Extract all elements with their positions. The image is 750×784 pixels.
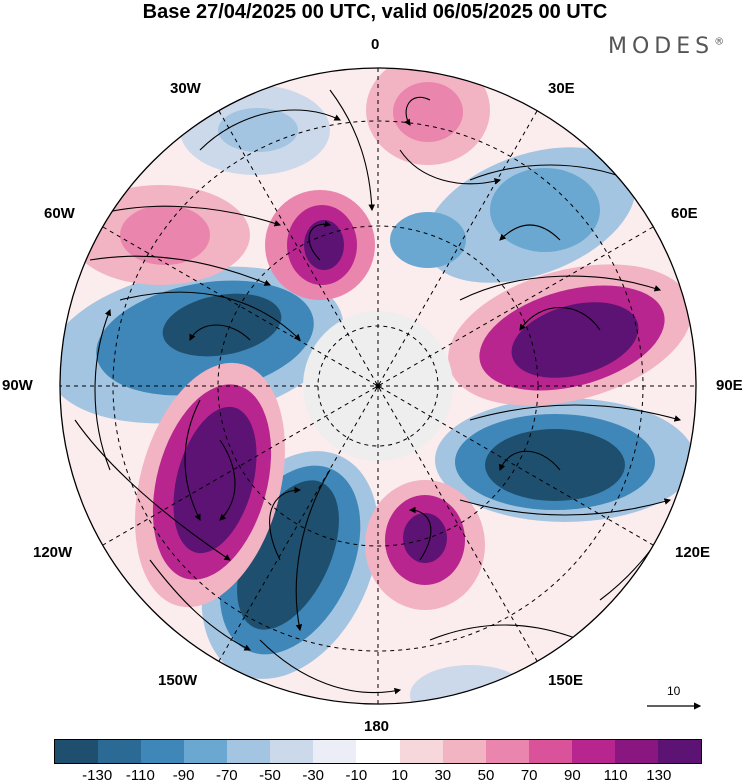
lon-label-150e: 150E <box>548 672 584 689</box>
lon-label-90w: 90W <box>2 377 33 394</box>
colorbar-swatch <box>55 740 99 763</box>
colorbar-swatch <box>399 740 443 763</box>
lon-label-60w: 60W <box>44 205 75 222</box>
colorbar-swatch <box>313 740 357 763</box>
colorbar-swatch <box>98 740 142 763</box>
colorbar-tick-label: -30 <box>302 767 325 784</box>
colorbar-swatch <box>528 740 572 763</box>
colorbar-tick-label: -90 <box>172 767 195 784</box>
colorbar-swatch <box>485 740 529 763</box>
colorbar-swatch <box>227 740 271 763</box>
colorbar-swatch <box>141 740 185 763</box>
colorbar-swatch <box>571 740 615 763</box>
lon-label-0: 0 <box>371 36 380 53</box>
colorbar-tick-label: 90 <box>564 767 581 784</box>
lon-label-60e: 60E <box>671 205 698 222</box>
brand-text: MODES <box>608 34 715 59</box>
lon-label-120w: 120W <box>33 544 73 561</box>
colorbar-swatch <box>614 740 658 763</box>
colorbar-tick-label: 10 <box>391 767 408 784</box>
colorbar-tick-label: 110 <box>603 767 628 784</box>
vector-scale-label: 10 <box>667 684 681 698</box>
lon-label-180: 180 <box>364 718 390 735</box>
map-title: Base 27/04/2025 00 UTC, valid 06/05/2025… <box>142 1 608 23</box>
map-border <box>59 67 697 705</box>
lon-label-150w: 150W <box>158 672 198 689</box>
negative-anomalies <box>60 85 695 704</box>
brand-logo: MODES® <box>608 34 724 59</box>
colorbar-tick-label: 130 <box>646 767 672 784</box>
streamlines <box>74 89 692 695</box>
colorbar-tick-label: -110 <box>125 767 155 784</box>
colorbar-swatch <box>184 740 228 763</box>
colorbar-swatch <box>356 740 400 763</box>
colorbar-tick-label: -10 <box>345 767 368 784</box>
colorbar-tick-label: 70 <box>520 767 538 784</box>
lon-label-90e: 90E <box>716 377 743 394</box>
colorbar-swatch <box>657 740 701 763</box>
colorbar-tick-label: -130 <box>82 767 113 784</box>
registered-mark: ® <box>714 36 725 48</box>
lon-label-120e: 120E <box>675 544 711 561</box>
colorbar-tick-label: -50 <box>259 767 281 784</box>
colorbar-swatch <box>270 740 314 763</box>
colorbar-tick-label: 50 <box>477 767 495 784</box>
lon-label-30e: 30E <box>548 80 575 97</box>
colorbar <box>54 739 702 764</box>
pole-center-dot <box>375 383 381 389</box>
colorbar-tick-label: -70 <box>215 767 238 784</box>
colorbar-tick-label: 30 <box>434 767 452 784</box>
colorbar-swatch <box>442 740 486 763</box>
positive-anomalies <box>70 68 692 610</box>
lon-label-30w: 30W <box>170 80 201 97</box>
